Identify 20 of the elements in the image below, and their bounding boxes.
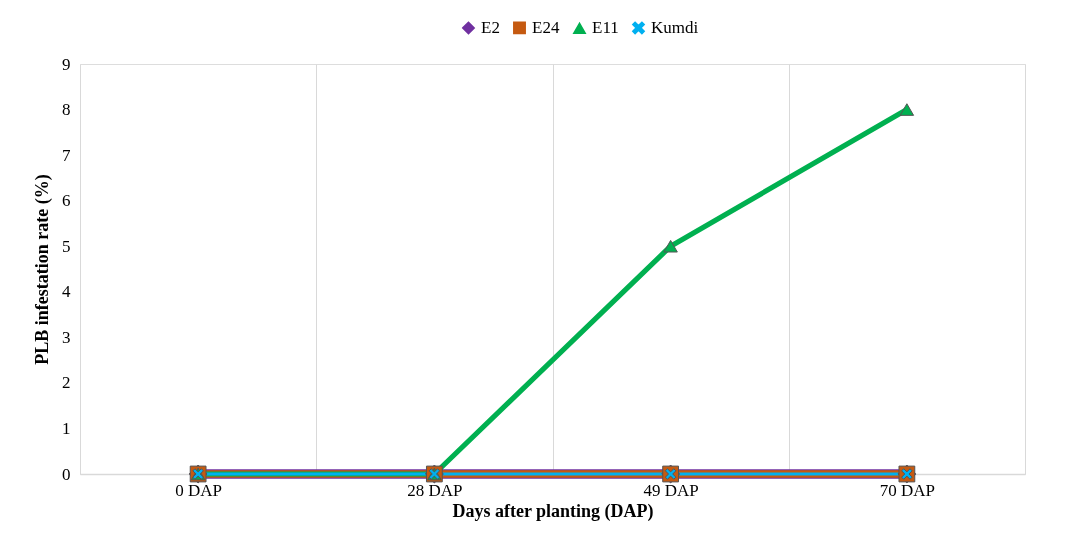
x-tick-label: 28 DAP [407, 480, 463, 500]
y-tick-label: 4 [62, 282, 71, 302]
y-tick-label: 2 [62, 373, 71, 393]
y-tick-label: 5 [62, 236, 71, 256]
legend-label: E2 [481, 17, 500, 37]
legend-label: E24 [532, 17, 560, 37]
y-tick-label: 9 [62, 54, 71, 74]
x-tick-label: 70 DAP [879, 480, 936, 500]
y-tick-label: 0 [62, 464, 71, 484]
y-tick-label: 8 [62, 100, 71, 120]
x-axis-title: Days after planting (DAP) [452, 500, 654, 522]
legend-label: E11 [592, 18, 619, 38]
y-tick-label: 3 [62, 327, 71, 347]
y-tick-label: 6 [62, 191, 71, 211]
x-tick-label: 0 DAP [175, 480, 223, 500]
y-tick-label: 7 [62, 145, 71, 165]
y-axis-title: PLB infestation rate (%) [32, 174, 53, 365]
legend-label: Kumdi [651, 17, 699, 37]
y-tick-label: 1 [62, 418, 71, 438]
x-tick-label: 49 DAP [643, 480, 699, 500]
